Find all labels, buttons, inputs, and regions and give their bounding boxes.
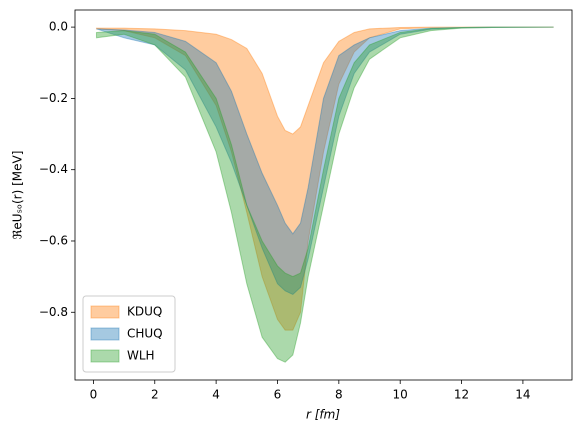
x-tick-label: 0 — [90, 388, 98, 402]
y-axis-label: ℜeUₛₒ(r) [MeV] — [11, 151, 25, 240]
y-tick-label: −0.8 — [39, 305, 68, 319]
x-axis-label: r [fm] — [306, 408, 340, 422]
legend-label: WLH — [127, 349, 155, 363]
legend-swatch — [90, 327, 120, 341]
legend-label: CHUQ — [127, 327, 163, 341]
legend-box — [82, 295, 176, 373]
legend-swatch — [90, 305, 120, 319]
x-tick-label: 6 — [274, 388, 282, 402]
legend-swatch — [90, 349, 120, 363]
x-tick-label: 4 — [212, 388, 220, 402]
band — [95, 26, 554, 331]
band — [95, 26, 554, 363]
x-tick-label: 12 — [454, 388, 469, 402]
x-tick-label: 14 — [515, 388, 530, 402]
y-tick-label: −0.2 — [39, 91, 68, 105]
y-tick-label: −0.6 — [39, 233, 68, 247]
y-tick-label: −0.4 — [39, 162, 68, 176]
plot-frame — [74, 9, 573, 381]
x-tick-label: 10 — [393, 388, 408, 402]
band — [96, 26, 554, 296]
x-tick-label: 2 — [151, 388, 159, 402]
x-tick-label: 8 — [335, 388, 343, 402]
legend-label: KDUQ — [127, 305, 162, 319]
y-tick-label: 0.0 — [49, 20, 68, 34]
